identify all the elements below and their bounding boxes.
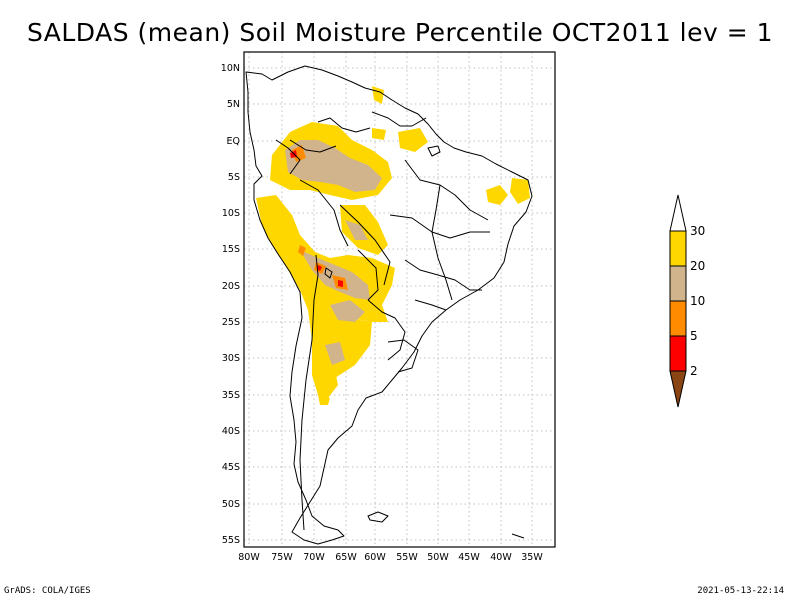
- border-ecuador: [275, 139, 301, 175]
- lat-tick-eq: EQ: [227, 136, 240, 147]
- shaded-regions: [256, 86, 530, 405]
- border-brazil-states-5: [414, 299, 447, 311]
- lat-tick-40s: 40S: [222, 426, 240, 437]
- colorbar-labels: 30 20 10 5 2: [690, 224, 705, 378]
- colorbar-label-30: 30: [690, 224, 705, 238]
- border-colombia-peru: [289, 139, 337, 153]
- lon-tick-40w: 40W: [490, 552, 512, 563]
- lon-tick-80w: 80W: [238, 552, 260, 563]
- border-brazil-states-3: [389, 214, 490, 239]
- border-uruguay: [387, 339, 419, 373]
- colorbar-label-10: 10: [690, 294, 705, 308]
- lat-tick-5s: 5S: [228, 172, 240, 183]
- border-argentina-brazil: [367, 299, 406, 361]
- colorbar-band-20-30: [669, 230, 687, 267]
- lon-tick-70w: 70W: [303, 552, 325, 563]
- border-brazil-states-2: [431, 184, 453, 301]
- lon-tick-50w: 50W: [427, 552, 449, 563]
- region-northeast-yellow: [486, 185, 508, 205]
- region-peru-red: [317, 265, 322, 271]
- region-guiana-yellow: [372, 128, 386, 140]
- region-colombia-orange: [292, 145, 306, 162]
- border-bolivia-paraguay: [357, 249, 379, 301]
- lat-tick-30s: 30S: [222, 353, 240, 364]
- border-brazil-states-4: [404, 259, 482, 291]
- colorbar-band-5-10: [669, 300, 687, 337]
- lon-tick-75w: 75W: [271, 552, 293, 563]
- lat-tick-5n: 5N: [227, 99, 240, 110]
- colorbar-band-2-5: [669, 335, 687, 372]
- region-argentina-tan: [325, 342, 345, 365]
- continent-outline: [245, 65, 533, 545]
- region-amazon-tan: [285, 140, 382, 192]
- colorbar-top-triangle: [669, 194, 687, 232]
- footer-timestamp: 2021-05-13-22:14: [697, 586, 784, 596]
- lon-tick-65w: 65W: [335, 552, 357, 563]
- region-paraguay-yellow: [340, 205, 388, 255]
- lat-tick-45s: 45S: [222, 462, 240, 473]
- colorbar-label-5: 5: [690, 329, 698, 343]
- border-brazil-states-1: [404, 159, 489, 221]
- region-paraguay-tan: [345, 220, 368, 240]
- region-bolivia-tan: [300, 250, 370, 300]
- lat-tick-25s: 25S: [222, 317, 240, 328]
- border-brazil-bolivia: [339, 204, 391, 286]
- region-guiana-yellow-2: [398, 128, 428, 152]
- border-argentina-chile: [299, 299, 315, 531]
- lat-tick-15s: 15S: [222, 244, 240, 255]
- colorbar-label-20: 20: [690, 259, 705, 273]
- region-chile-orange: [298, 245, 306, 256]
- region-northeast-yellow-2: [510, 178, 530, 204]
- region-andes-yellow: [256, 195, 395, 398]
- plot-frame: [243, 51, 556, 548]
- border-guianas: [371, 111, 427, 127]
- lon-tick-55w: 55W: [396, 552, 418, 563]
- colorbar: [669, 194, 687, 408]
- lat-tick-10s: 10S: [222, 208, 240, 219]
- border-peru-brazil: [299, 179, 349, 247]
- border-bolivia-chile: [313, 254, 319, 301]
- south-georgia-mark: [511, 533, 525, 539]
- colorbar-label-2: 2: [690, 364, 698, 378]
- lon-tick-45w: 45W: [458, 552, 480, 563]
- lat-tick-35s: 35S: [222, 390, 240, 401]
- map-title: SALDAS (mean) Soil Moisture Percentile O…: [26, 18, 774, 47]
- footer-credit: GrADS: COLA/IGES: [4, 586, 91, 596]
- lon-tick-35w: 35W: [521, 552, 543, 563]
- region-andes-south-yellow: [318, 395, 330, 405]
- region-caribbean-yellow: [372, 86, 384, 104]
- colorbar-band-10-20: [669, 265, 687, 302]
- lon-axis-labels: 80W 75W 70W 65W 60W 55W 50W 45W 40W 35W: [238, 552, 543, 563]
- lat-tick-20s: 20S: [222, 281, 240, 292]
- region-chaco-tan: [330, 300, 365, 322]
- falklands: [367, 511, 389, 523]
- region-bolivia-red: [338, 280, 343, 287]
- marajo-island: [427, 145, 441, 157]
- border-colombia-venezuela: [317, 117, 371, 133]
- lat-tick-50s: 50S: [222, 499, 240, 510]
- colorbar-bottom-triangle: [669, 370, 687, 408]
- map-outlines: [245, 65, 533, 545]
- lat-tick-55s: 55S: [222, 535, 240, 546]
- lat-tick-10n: 10N: [221, 63, 240, 74]
- lat-axis-labels: 10N 5N EQ 5S 10S 15S 20S 25S 30S 35S 40S…: [221, 63, 240, 546]
- lake-titicaca: [324, 267, 333, 279]
- lon-tick-60w: 60W: [364, 552, 386, 563]
